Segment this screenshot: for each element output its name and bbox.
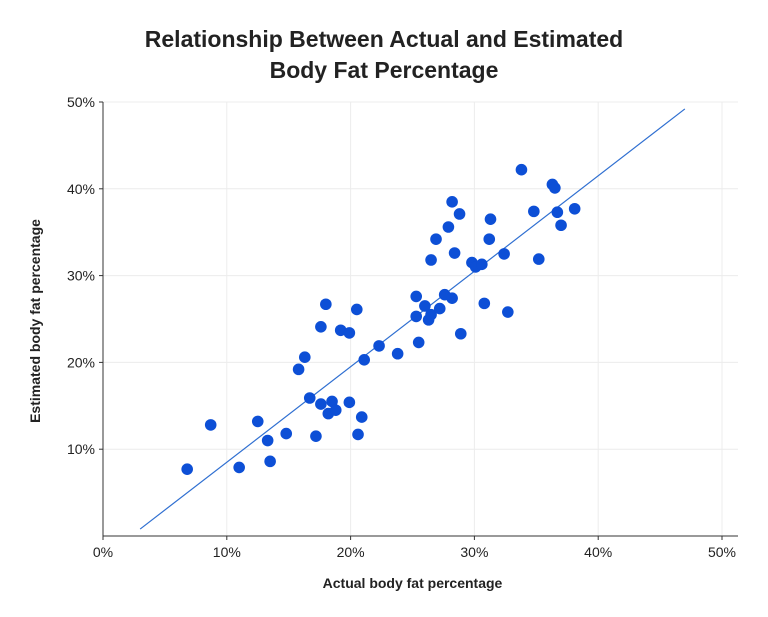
data-point — [448, 247, 461, 259]
data-point — [433, 302, 446, 315]
data-point — [551, 206, 564, 219]
chart-title-line2: Body Fat Percentage — [269, 57, 499, 83]
data-point — [326, 395, 338, 408]
data-point — [528, 205, 540, 218]
data-point — [391, 347, 404, 360]
data-point — [515, 163, 528, 176]
data-point — [358, 353, 371, 366]
data-point — [181, 463, 193, 475]
data-point — [261, 434, 274, 447]
data-point — [329, 404, 342, 416]
data-point — [410, 310, 423, 323]
x-tick-label: 10% — [213, 544, 241, 560]
data-point — [373, 340, 385, 352]
data-point — [310, 430, 322, 442]
x-tick-label: 0% — [93, 544, 113, 560]
y-tick-label: 30% — [67, 268, 95, 284]
data-point — [454, 327, 467, 340]
y-tick-label: 10% — [67, 441, 95, 457]
data-point — [350, 303, 363, 316]
data-point — [419, 300, 431, 312]
data-point — [502, 306, 514, 318]
x-tick-label: 40% — [584, 544, 612, 560]
data-point — [484, 213, 497, 225]
tick-labels: 0% 10% 20% 30% 40% 50% 10% 20% 30% 40% 50% — [67, 94, 736, 560]
data-point — [352, 428, 364, 441]
data-point — [343, 327, 356, 339]
data-point — [498, 248, 510, 260]
data-point — [355, 411, 368, 423]
x-axis-label: Actual body fat percentage — [323, 575, 503, 591]
x-tick-label: 20% — [337, 544, 365, 560]
data-point — [483, 233, 496, 245]
data-points — [181, 163, 581, 475]
chart-title: Relationship Between Actual and Estimate… — [0, 24, 768, 86]
data-point — [425, 254, 437, 266]
chart-title-line1: Relationship Between Actual and Estimate… — [144, 26, 624, 52]
data-point — [478, 297, 491, 310]
data-point — [430, 233, 442, 245]
data-point — [532, 253, 545, 265]
axes — [99, 101, 738, 540]
data-point — [204, 419, 217, 431]
data-point — [251, 415, 264, 428]
data-point — [410, 290, 423, 303]
data-point — [315, 321, 327, 333]
data-point — [343, 396, 356, 409]
y-tick-label: 20% — [67, 354, 95, 370]
data-point — [233, 461, 245, 474]
data-point — [568, 202, 581, 215]
data-point — [476, 258, 488, 271]
data-point — [280, 427, 293, 440]
x-tick-label: 30% — [460, 544, 488, 560]
data-point — [292, 363, 305, 376]
data-point — [264, 455, 276, 468]
y-tick-label: 40% — [67, 181, 95, 197]
data-point — [298, 351, 311, 363]
y-axis-label: Estimated body fat percentage — [27, 219, 43, 423]
grid — [103, 101, 738, 536]
data-point — [442, 221, 455, 233]
data-point — [555, 219, 567, 232]
data-point — [446, 196, 458, 208]
data-point — [412, 336, 425, 349]
data-point — [446, 292, 458, 304]
x-tick-label: 50% — [708, 544, 736, 560]
data-point — [315, 398, 327, 410]
data-point — [549, 182, 561, 194]
data-point — [425, 308, 437, 321]
data-point — [453, 208, 466, 220]
data-point — [303, 392, 316, 404]
data-point — [320, 298, 332, 311]
y-tick-label: 50% — [67, 94, 95, 110]
